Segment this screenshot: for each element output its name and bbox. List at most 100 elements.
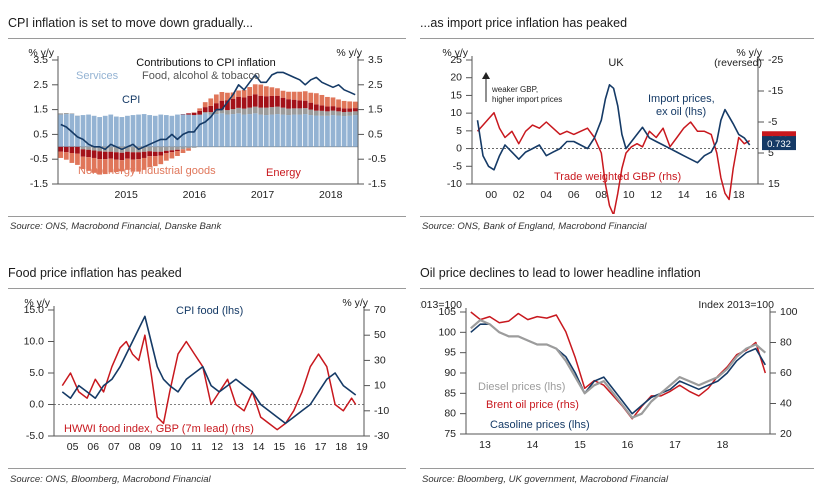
bar-non-energy: [286, 99, 291, 109]
bar-food: [163, 146, 169, 151]
bar-services: [263, 115, 269, 147]
bar-non-energy: [108, 151, 114, 159]
x-tick-label: 17: [315, 441, 327, 453]
y-tick-label-left: -5.0: [26, 430, 44, 442]
bar-services: [213, 114, 219, 147]
right-axis-note: (reversed): [714, 57, 762, 69]
bar-food: [247, 107, 253, 115]
bar-non-energy: [297, 100, 303, 109]
x-tick-label: 04: [540, 189, 552, 201]
y-tick-label-left: 105: [438, 306, 456, 318]
bar-energy: [197, 108, 203, 111]
bar-non-energy: [197, 110, 203, 115]
country-label: UK: [608, 57, 624, 69]
bar-non-energy: [136, 152, 141, 160]
bar-energy: [119, 160, 125, 172]
bar-food: [263, 107, 269, 116]
cpi-line: [60, 71, 356, 151]
bar-food: [213, 110, 219, 115]
bar-food: [175, 146, 180, 150]
y-tick-label-right: 0.5: [368, 128, 383, 140]
y-tick-label-right: 100: [780, 306, 798, 318]
bar-food: [241, 108, 247, 115]
label-services: Services: [76, 70, 119, 82]
bar-non-energy: [263, 96, 269, 108]
bar-services: [286, 115, 291, 147]
bar-non-energy: [119, 152, 125, 161]
unit-right: % y/y: [342, 297, 368, 309]
bar-services: [169, 115, 175, 147]
bar-food: [252, 106, 258, 114]
bar-services: [80, 115, 86, 147]
y-tick-label-left: 10.0: [24, 336, 45, 348]
y-tick-label-right: 3.5: [368, 54, 383, 66]
bar-non-energy: [208, 105, 214, 113]
y-tick-label-right: 15: [768, 178, 780, 190]
y-tick-label-left: 5: [456, 125, 462, 137]
bar-food: [341, 112, 347, 117]
series-import-prices: [476, 83, 751, 171]
bar-services: [252, 113, 258, 147]
x-tick-label: 05: [67, 441, 79, 453]
label-diesel-prices: Diesel prices (lhs): [478, 381, 565, 393]
x-tick-label: 16: [622, 439, 634, 451]
bar-energy: [163, 153, 169, 161]
x-tick-label: 14: [678, 189, 690, 201]
bar-non-energy: [341, 108, 347, 113]
series-diesel-prices: [470, 319, 767, 419]
bar-energy: [286, 91, 291, 100]
unit-right: % y/y: [336, 47, 362, 59]
bar-energy: [219, 91, 225, 101]
y-tick-label-left: 80: [444, 408, 456, 420]
bar-services: [325, 115, 330, 147]
bar-non-energy: [241, 97, 247, 109]
bar-services: [269, 114, 275, 147]
divider: [8, 38, 406, 39]
bar-non-energy: [69, 146, 75, 153]
y-tick-label-left: -5: [453, 160, 462, 172]
bar-food: [125, 146, 130, 152]
y-tick-label-left: 0: [456, 143, 462, 155]
y-tick-label-left: 15.0: [24, 304, 45, 316]
y-tick-label-left: 15: [450, 89, 462, 101]
y-tick-label-right: -10: [374, 405, 389, 417]
bar-non-energy: [219, 100, 225, 110]
x-tick-label: 13: [232, 441, 244, 453]
bar-services: [230, 114, 236, 147]
y-tick-label-right: 5: [768, 147, 774, 159]
bar-non-energy: [336, 107, 341, 112]
y-tick-label-left: 0.5: [33, 128, 48, 140]
bar-services: [141, 114, 147, 147]
bar-food: [319, 110, 325, 116]
y-tick-label-right: 60: [780, 367, 792, 379]
y-tick-label-left: 25: [450, 54, 462, 66]
legend-title: Contributions to CPI inflation: [136, 57, 275, 69]
bar-food: [208, 112, 214, 115]
x-tick-label: 18: [335, 441, 347, 453]
bar-services: [69, 113, 75, 147]
bar-energy: [186, 148, 191, 151]
bar-services: [108, 114, 114, 147]
bar-services: [163, 115, 169, 147]
bar-food: [230, 109, 236, 115]
bar-services: [313, 115, 319, 147]
bar-food: [347, 111, 353, 116]
source-note: Source: ONS, Macrobond Financial, Danske…: [10, 221, 222, 232]
arrow-note: weaker GBP,: [491, 85, 538, 94]
x-tick-label: 14: [253, 441, 265, 453]
y-tick-label-right: 50: [374, 329, 386, 341]
label-cpi-food: CPI food (lhs): [176, 305, 243, 317]
label-import-prices: Import prices,: [648, 93, 715, 105]
x-tick-label: 2015: [115, 189, 139, 201]
bar-food: [180, 146, 186, 150]
source-note: Source: ONS, Bank of England, Macrobond …: [422, 221, 647, 232]
y-tick-label-right: 20: [780, 428, 792, 440]
y-tick-label-right: -25: [768, 54, 783, 66]
y-tick-label-left: 95: [444, 347, 456, 359]
panel-oil-prices: Oil price declines to lead to lower head…: [420, 258, 814, 498]
x-tick-label: 07: [108, 441, 120, 453]
x-tick-label: 13: [479, 439, 491, 451]
bar-food: [258, 107, 264, 115]
bar-energy: [136, 159, 141, 172]
label-brent-oil: Brent oil price (rhs): [486, 399, 579, 411]
